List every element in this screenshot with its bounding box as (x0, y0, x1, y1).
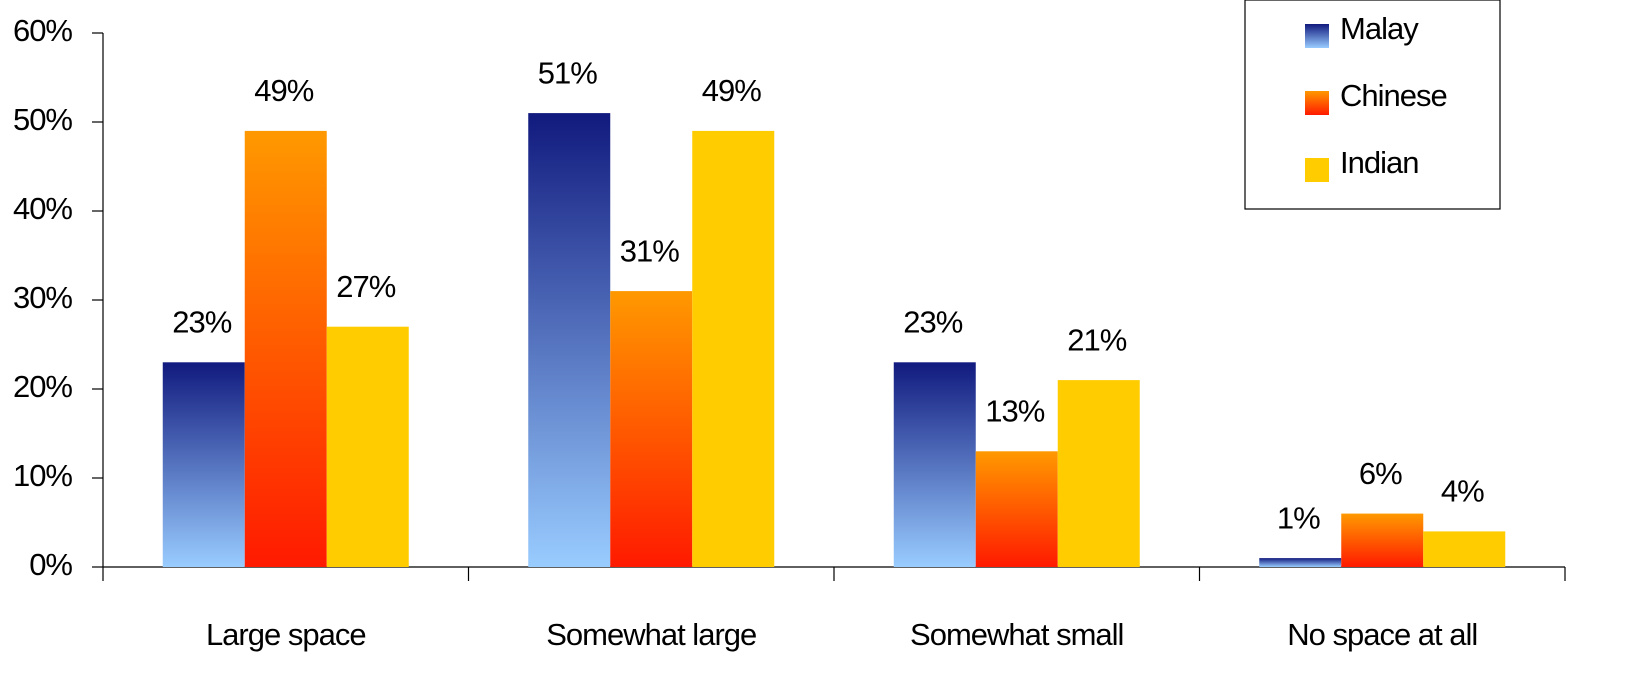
y-tick-label: 20% (13, 369, 72, 404)
data-label: 4% (1441, 474, 1484, 509)
legend-box (1244, 0, 1501, 210)
data-label: 23% (172, 304, 231, 339)
bar (1259, 558, 1342, 567)
bar (162, 362, 245, 567)
bar (692, 130, 775, 567)
data-label: 1% (1277, 500, 1320, 535)
bar (326, 326, 409, 567)
data-label: 21% (1067, 322, 1126, 357)
bar (893, 362, 976, 567)
bar (1341, 513, 1424, 567)
y-tick-label: 10% (13, 458, 72, 493)
legend-swatch (1305, 91, 1329, 115)
x-tick-label: Large space (206, 617, 366, 652)
legend-label: Indian (1340, 145, 1418, 180)
data-label: 49% (702, 73, 761, 108)
data-label: 23% (903, 304, 962, 339)
data-label: 6% (1359, 456, 1402, 491)
y-tick-label: 50% (13, 102, 72, 137)
data-label: 51% (538, 55, 597, 90)
data-label: 49% (254, 73, 313, 108)
bar (528, 113, 611, 567)
x-tick-label: Somewhat large (546, 617, 756, 652)
x-tick-label: Somewhat small (910, 617, 1123, 652)
legend-label: Chinese (1340, 78, 1447, 113)
legend-label: Malay (1340, 11, 1419, 46)
bar (975, 451, 1058, 567)
bar (1057, 380, 1140, 567)
y-tick-label: 0% (29, 547, 72, 582)
legend-swatch (1305, 24, 1329, 48)
data-label: 31% (620, 233, 679, 268)
data-label: 13% (985, 393, 1044, 428)
y-tick-label: 60% (13, 13, 72, 48)
legend-swatch (1305, 158, 1329, 182)
y-tick-label: 40% (13, 191, 72, 226)
bar (1423, 531, 1506, 567)
bar (610, 291, 693, 567)
x-tick-label: No space at all (1287, 617, 1477, 652)
y-tick-label: 30% (13, 280, 72, 315)
bar (244, 130, 327, 567)
data-label: 27% (336, 269, 395, 304)
